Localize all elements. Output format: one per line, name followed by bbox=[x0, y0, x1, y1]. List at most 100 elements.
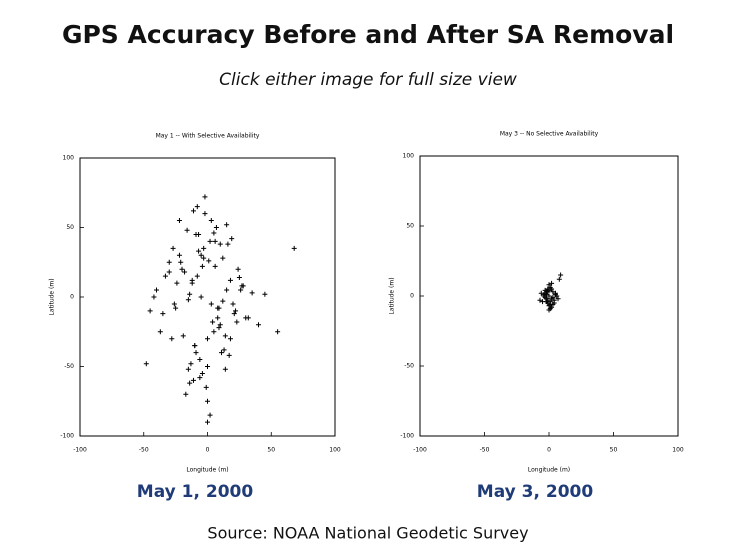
data-point bbox=[554, 293, 560, 299]
data-point bbox=[217, 241, 223, 247]
subtitle: Click either image for full size view bbox=[219, 70, 517, 90]
y-axis-label: Latitude (m) bbox=[389, 277, 396, 314]
chart-title: May 1 -- With Selective Availability bbox=[156, 133, 260, 140]
data-point bbox=[541, 292, 547, 298]
x-tick-label: 100 bbox=[672, 447, 684, 454]
x-tick-label: 0 bbox=[206, 447, 210, 454]
data-point bbox=[188, 361, 194, 367]
data-point bbox=[291, 245, 297, 251]
data-point bbox=[192, 343, 198, 349]
y-tick-label: 0 bbox=[410, 293, 414, 300]
data-point bbox=[174, 280, 180, 286]
data-point bbox=[220, 298, 226, 304]
data-point bbox=[184, 227, 190, 233]
data-point bbox=[176, 252, 182, 258]
data-point bbox=[538, 290, 544, 296]
x-tick-label: -100 bbox=[413, 447, 427, 454]
data-point bbox=[227, 277, 233, 283]
data-point bbox=[194, 204, 200, 210]
data-point bbox=[203, 384, 209, 390]
data-point bbox=[207, 412, 213, 418]
data-point bbox=[143, 361, 149, 367]
data-point bbox=[221, 347, 227, 353]
data-point bbox=[173, 305, 179, 311]
data-point bbox=[545, 286, 551, 292]
data-point bbox=[206, 258, 212, 264]
data-point bbox=[208, 301, 214, 307]
data-point bbox=[147, 308, 153, 314]
data-point bbox=[262, 291, 268, 297]
data-point bbox=[238, 287, 244, 293]
plot-frame bbox=[79, 157, 336, 437]
y-tick-label: -50 bbox=[404, 363, 414, 370]
data-point bbox=[226, 352, 232, 358]
data-point bbox=[249, 290, 255, 296]
y-tick-label: 0 bbox=[70, 294, 74, 301]
data-point bbox=[551, 297, 557, 303]
data-point bbox=[547, 285, 553, 291]
x-tick-label: 50 bbox=[267, 447, 275, 454]
data-point bbox=[256, 322, 261, 328]
data-point bbox=[555, 296, 561, 302]
data-point bbox=[211, 230, 217, 236]
caption: May 3, 2000 bbox=[477, 482, 594, 502]
data-point bbox=[542, 294, 548, 300]
data-point bbox=[179, 266, 185, 272]
data-point bbox=[215, 315, 221, 321]
data-point bbox=[202, 194, 208, 200]
data-point bbox=[202, 211, 208, 217]
y-tick-label: -100 bbox=[60, 433, 74, 440]
caption: May 1, 2000 bbox=[137, 482, 254, 502]
data-point bbox=[542, 287, 548, 293]
data-point bbox=[162, 273, 168, 279]
data-point bbox=[224, 287, 230, 293]
y-tick-label: 50 bbox=[406, 223, 414, 230]
data-point bbox=[198, 294, 204, 300]
data-point bbox=[546, 303, 552, 309]
data-point bbox=[201, 255, 207, 261]
data-point bbox=[220, 255, 226, 261]
data-point bbox=[224, 222, 230, 228]
data-point bbox=[196, 248, 202, 254]
data-point bbox=[275, 329, 281, 335]
data-point bbox=[208, 218, 214, 224]
x-tick-label: -100 bbox=[73, 447, 87, 454]
data-point bbox=[216, 325, 222, 331]
y-axis-label: Latitude (m) bbox=[49, 278, 56, 315]
data-point bbox=[558, 272, 564, 278]
y-tick-label: -100 bbox=[400, 433, 414, 440]
x-tick-label: 50 bbox=[610, 447, 618, 454]
data-point bbox=[178, 259, 184, 265]
chart-image[interactable]: May 1 -- With Selective Availability Long… bbox=[49, 133, 341, 474]
data-point bbox=[550, 294, 556, 300]
data-point bbox=[199, 370, 205, 376]
data-point bbox=[187, 291, 193, 297]
data-point bbox=[546, 307, 552, 313]
data-point bbox=[182, 269, 188, 275]
data-point bbox=[225, 241, 231, 247]
data-point bbox=[205, 419, 210, 425]
data-point bbox=[552, 290, 558, 296]
source: Source: NOAA National Geodetic Survey bbox=[207, 524, 528, 543]
chart-image[interactable]: May 3 -- No Selective Availability Longit… bbox=[389, 131, 684, 474]
x-tick-label: 0 bbox=[547, 447, 551, 454]
page-title: GPS Accuracy Before and After SA Removal bbox=[62, 20, 674, 49]
data-point bbox=[166, 269, 172, 275]
chart-title: May 3 -- No Selective Availability bbox=[500, 131, 599, 138]
data-point bbox=[239, 283, 245, 289]
x-tick-label: 100 bbox=[329, 447, 341, 454]
y-tick-label: 100 bbox=[403, 153, 415, 160]
data-point bbox=[546, 282, 552, 288]
data-point bbox=[199, 263, 205, 269]
data-point bbox=[205, 364, 210, 369]
data-point bbox=[210, 319, 216, 325]
data-point bbox=[556, 276, 562, 282]
data-point bbox=[546, 293, 552, 299]
data-point bbox=[550, 289, 556, 295]
data-point bbox=[205, 398, 210, 404]
data-point bbox=[157, 329, 163, 335]
data-point bbox=[219, 350, 225, 356]
y-tick-label: 50 bbox=[66, 224, 74, 231]
data-point bbox=[201, 245, 207, 251]
